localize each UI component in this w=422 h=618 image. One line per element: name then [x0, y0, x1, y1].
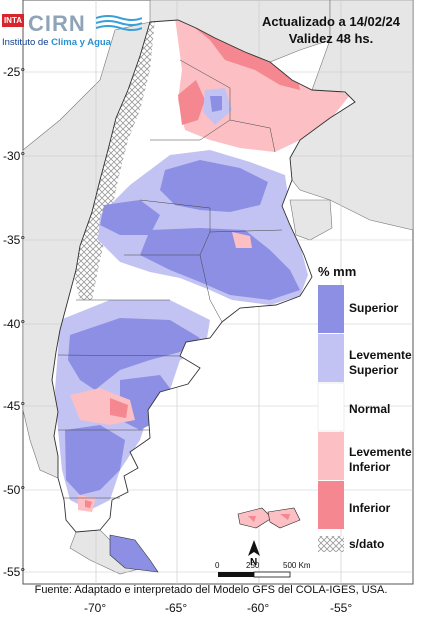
lat-label: -35° [3, 233, 26, 247]
scale-zero: 0 [215, 561, 220, 570]
scale-end: 500 Km [283, 561, 311, 570]
legend-swatches [317, 285, 345, 552]
cirn-logo: CIRN [28, 11, 86, 36]
uruguay-land [289, 199, 333, 241]
legend-label-normal: Normal [349, 402, 391, 416]
argentina-anomaly [52, 20, 355, 532]
ne-inferior-2 [178, 80, 205, 125]
legend-label-nodata: s/dato [349, 537, 385, 551]
source-note: Fuente: Adaptado e interpretado del Mode… [34, 584, 388, 596]
lat-label: -25° [3, 65, 26, 79]
validity-label: Validez 48 hs. [288, 31, 374, 46]
scale-mid: 250 [246, 561, 260, 570]
logo-subtitle: Instituto de Clima y Agua [2, 37, 111, 48]
lon-label: -55° [330, 601, 353, 615]
lat-label: -40° [3, 317, 26, 331]
legend-swatch [317, 382, 345, 432]
lon-label: -70° [84, 601, 107, 615]
malvinas-islands [237, 507, 301, 529]
legend-title: % mm [318, 264, 357, 279]
legend-label-lev-inferior: Levemente Inferior [349, 445, 412, 474]
lon-label: -60° [247, 601, 270, 615]
legend-nodata-swatch [318, 536, 344, 552]
tierra-del-fuego-ar [109, 534, 159, 573]
updated-label: Actualizado a 14/02/24 [261, 14, 400, 29]
svg-text:N: N [250, 557, 257, 568]
scale-bar [218, 571, 291, 578]
water-wave-icon [96, 15, 142, 31]
central-superior-1 [160, 160, 268, 212]
legend-swatch [318, 432, 344, 480]
central-superior-2 [140, 228, 300, 300]
nodata-area [70, 20, 155, 300]
legend-swatch [318, 334, 344, 382]
legend-swatch [318, 481, 344, 529]
lat-label: -30° [3, 149, 26, 163]
legend-label-inferior: Inferior [349, 501, 391, 515]
legend-swatch [318, 285, 344, 333]
province-lines [57, 59, 283, 499]
lat-label: -55° [3, 565, 26, 579]
lat-label: -50° [3, 483, 26, 497]
inta-logo: INTA [2, 14, 24, 27]
north-arrow-icon: N [248, 540, 260, 568]
lon-label: -65° [165, 601, 188, 615]
legend-label-superior: Superior [349, 301, 399, 315]
lat-label: -45° [3, 399, 26, 413]
legend-label-lev-superior: Levemente Superior [349, 348, 412, 377]
patagonia-inferior [110, 398, 128, 418]
